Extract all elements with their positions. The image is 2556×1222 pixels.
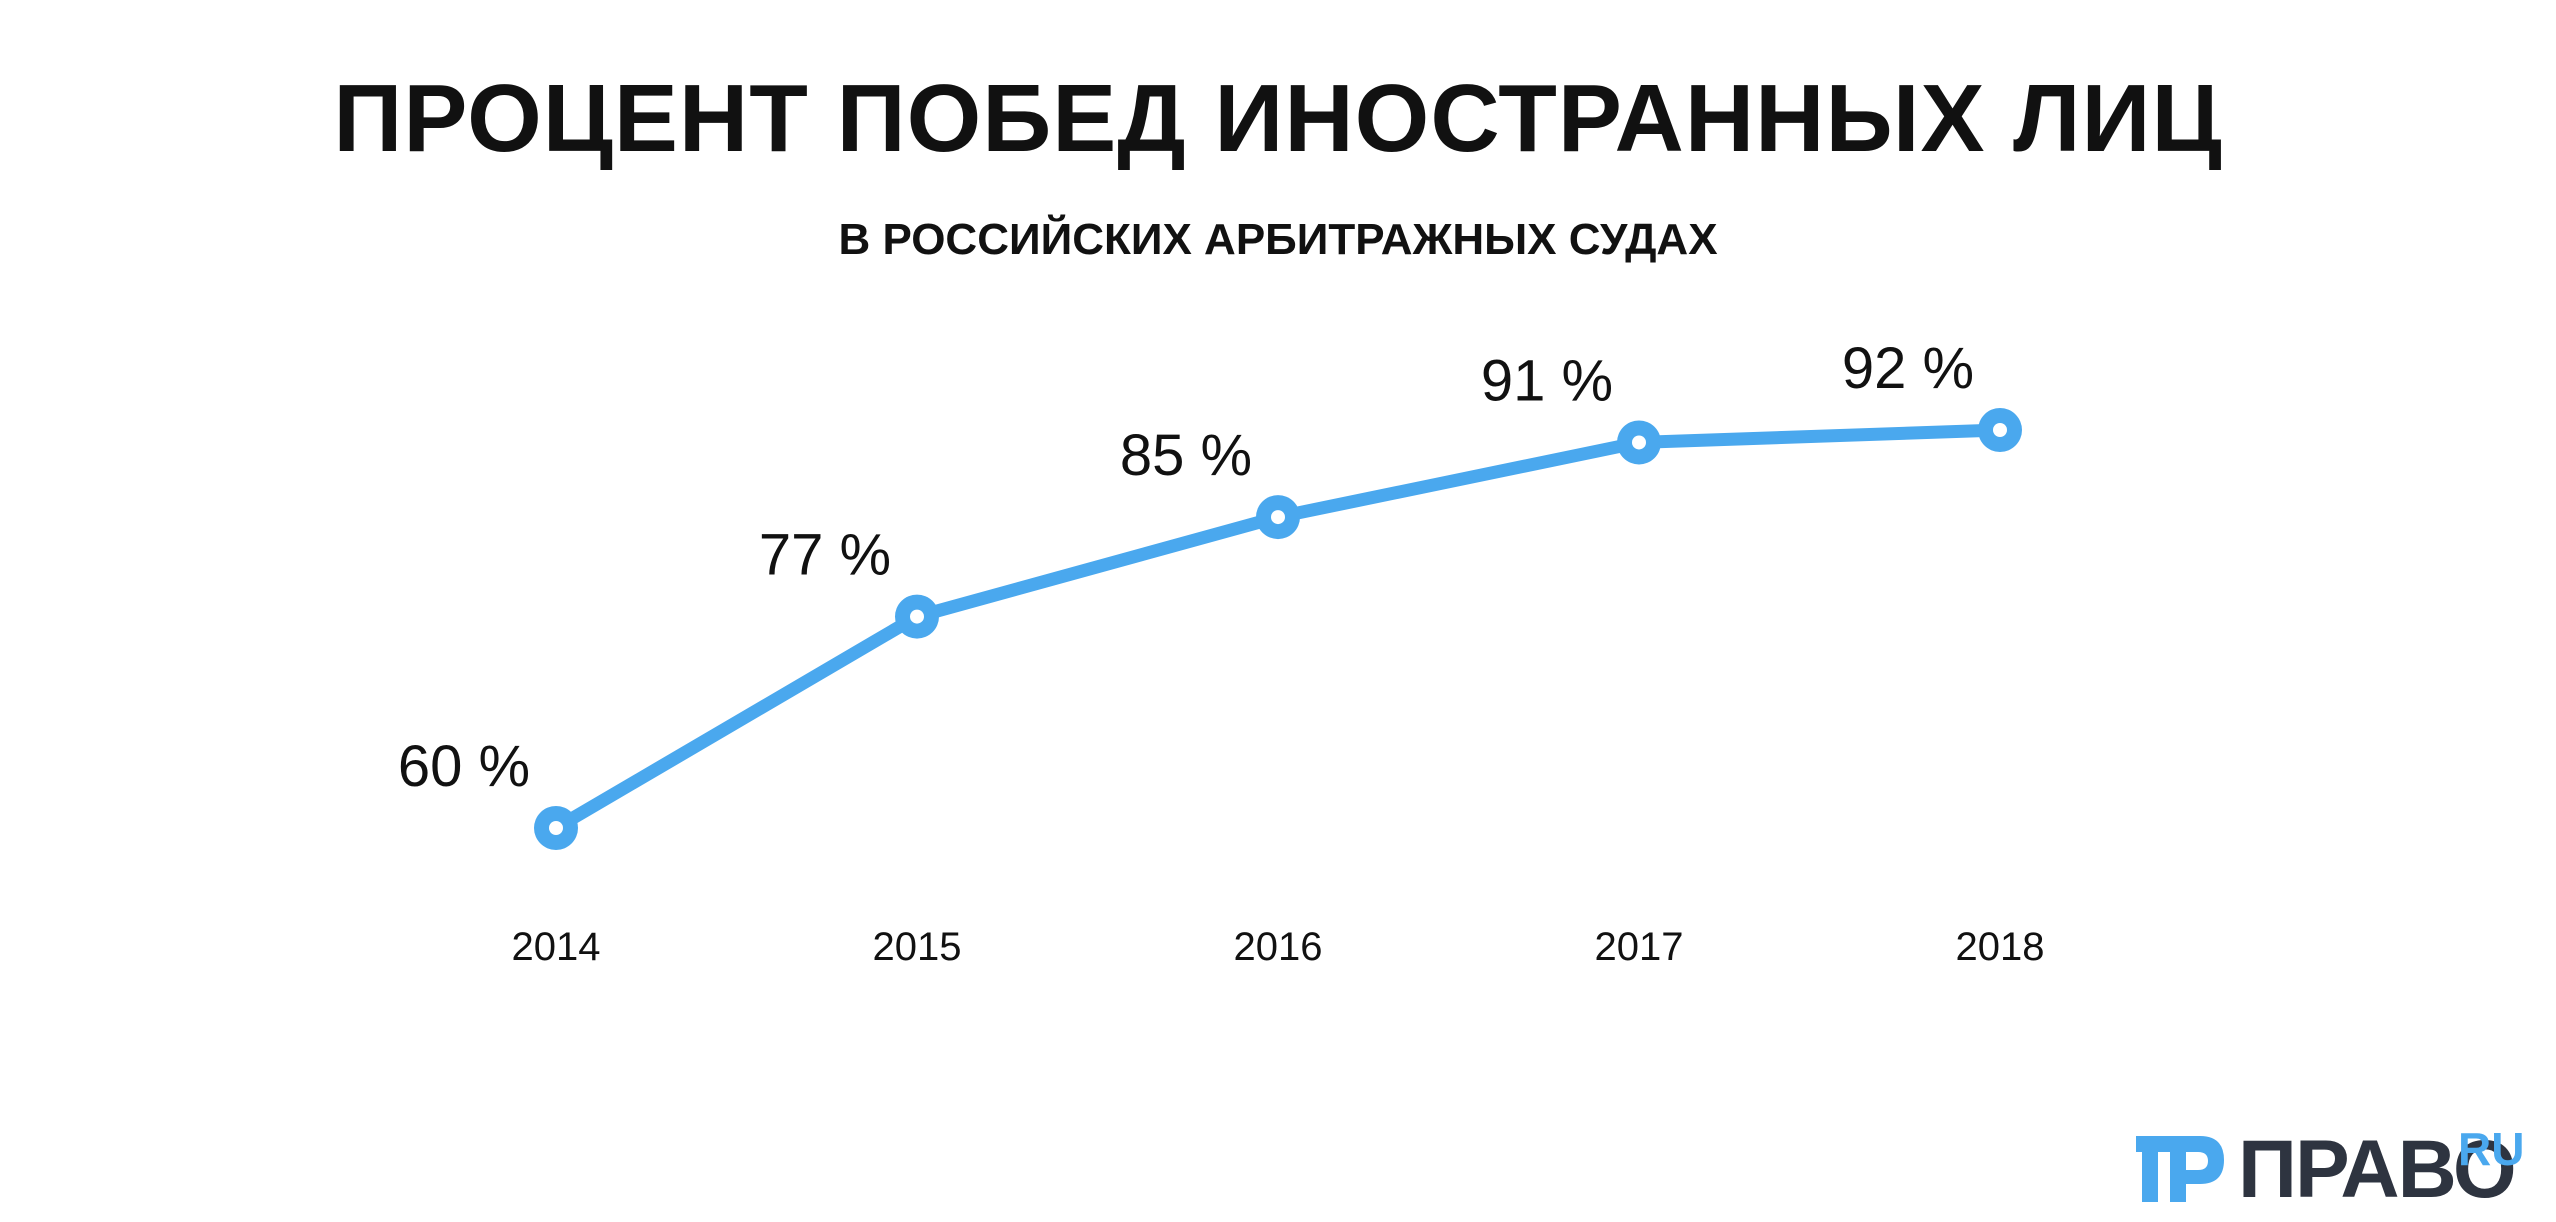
data-labels-layer: 60 % 77 % 85 % 91 % 92 % <box>398 336 1974 799</box>
data-point-center <box>1632 435 1646 450</box>
data-label: 60 % <box>398 734 530 799</box>
data-point-center <box>1993 423 2007 437</box>
x-tick-label: 2015 <box>873 925 962 969</box>
points-layer <box>534 408 2022 850</box>
data-label: 92 % <box>1842 336 1974 401</box>
data-label: 91 % <box>1481 348 1613 413</box>
data-point-center <box>1271 510 1285 525</box>
x-tick-label: 2017 <box>1595 925 1684 969</box>
series-layer <box>549 423 2007 835</box>
x-tick-label: 2016 <box>1234 925 1323 969</box>
x-axis-ticks: 2014 2015 2016 2017 2018 <box>512 925 2045 969</box>
data-point-center <box>910 609 924 624</box>
pravo-logo-icon <box>2136 1136 2224 1202</box>
series-line <box>549 423 2007 835</box>
chart-title: ПРОЦЕНТ ПОБЕД ИНОСТРАННЫХ ЛИЦ <box>333 65 2223 172</box>
data-point-center <box>549 821 563 835</box>
logo-suffix: RU <box>2458 1123 2525 1175</box>
chart-subtitle: В РОССИЙСКИХ АРБИТРАЖНЫХ СУДАХ <box>838 215 1718 264</box>
x-tick-label: 2014 <box>512 925 601 969</box>
x-tick-label: 2018 <box>1956 925 2045 969</box>
logo-word: ПРАВО <box>2238 1124 2517 1215</box>
data-label: 77 % <box>759 523 891 588</box>
pravo-ru-logo: ПРАВО RU <box>2130 1124 2550 1215</box>
data-label: 85 % <box>1120 423 1252 488</box>
